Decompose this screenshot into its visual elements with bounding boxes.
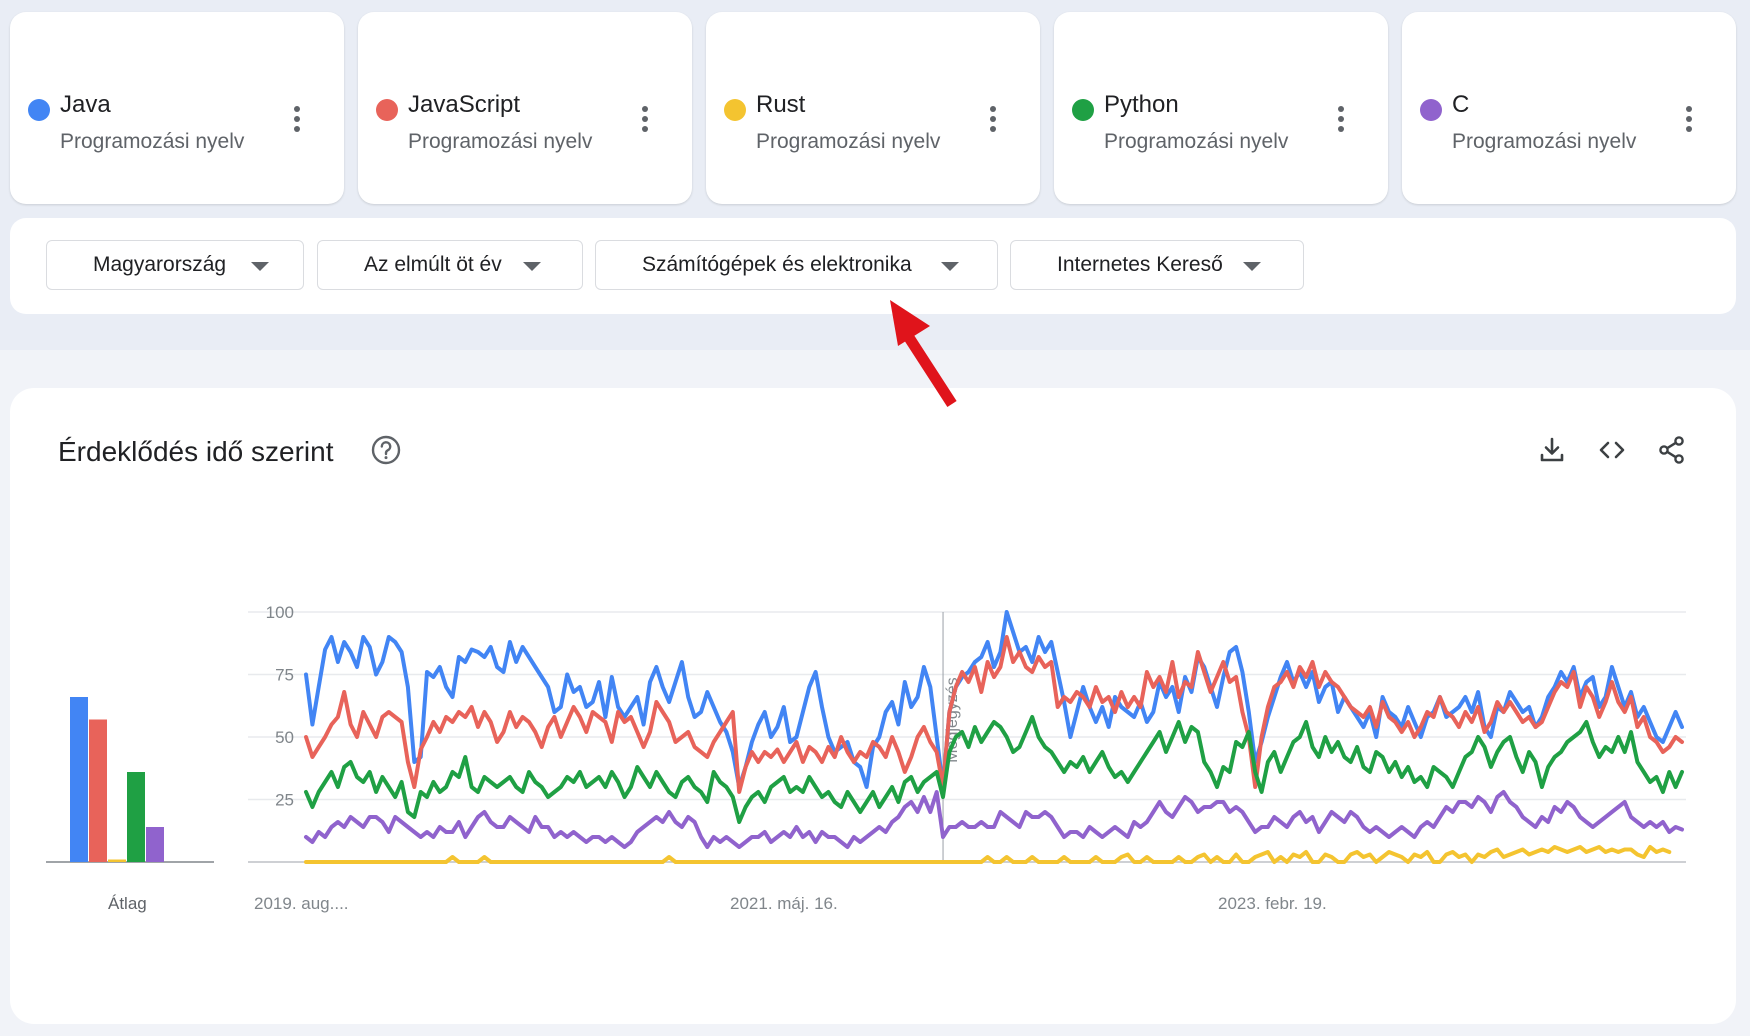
time-filter-dropdown[interactable]: Az elmúlt öt év bbox=[317, 240, 583, 290]
code-icon[interactable] bbox=[1596, 434, 1628, 466]
term-card-java[interactable]: Java Programozási nyelv bbox=[10, 12, 344, 204]
term-name: Rust bbox=[756, 91, 806, 118]
term-type: Programozási nyelv bbox=[756, 130, 941, 153]
series-color-dot bbox=[1072, 99, 1094, 121]
series-line-java bbox=[304, 610, 1684, 789]
series-line-rust bbox=[304, 845, 1672, 864]
average-bar-python bbox=[127, 772, 145, 862]
term-type: Programozási nyelv bbox=[60, 130, 245, 153]
chart-title: Érdeklődés idő szerint bbox=[58, 436, 334, 467]
y-tick-label: 100 bbox=[266, 603, 294, 622]
dropdown-arrow-icon bbox=[1243, 262, 1261, 271]
red-arrow-annotation bbox=[890, 300, 957, 407]
dropdown-arrow-icon bbox=[523, 262, 541, 271]
series-line-python bbox=[304, 715, 1684, 824]
region-filter-dropdown[interactable]: Magyarország bbox=[46, 240, 304, 290]
interest-over-time-card: Érdeklődés idő szerint 100 75 50 25 Megjegyz… bbox=[10, 388, 1736, 1024]
term-type: Programozási nyelv bbox=[1104, 130, 1289, 153]
more-vert-icon[interactable] bbox=[1684, 106, 1694, 136]
x-tick-label: 2021. máj. 16. bbox=[730, 894, 838, 913]
term-card-python[interactable]: Python Programozási nyelv bbox=[1054, 12, 1388, 204]
term-card-javascript[interactable]: JavaScript Programozási nyelv bbox=[358, 12, 692, 204]
category-filter-label: Számítógépek és elektronika bbox=[642, 253, 912, 276]
x-tick-label: 2023. febr. 19. bbox=[1218, 894, 1327, 913]
average-bar-javascript bbox=[89, 719, 107, 862]
property-filter-dropdown[interactable]: Internetes Kereső bbox=[1010, 240, 1304, 290]
share-icon[interactable] bbox=[1656, 434, 1688, 466]
series-color-dot bbox=[1420, 99, 1442, 121]
y-tick-label: 75 bbox=[275, 666, 294, 685]
y-tick-label: 50 bbox=[275, 728, 294, 747]
filter-bar: Magyarország Az elmúlt öt év Számítógépe… bbox=[10, 218, 1736, 314]
term-name: Python bbox=[1104, 91, 1179, 118]
help-circle-icon[interactable] bbox=[370, 434, 402, 466]
more-vert-icon[interactable] bbox=[640, 106, 650, 136]
series-color-dot bbox=[28, 99, 50, 121]
term-card-rust[interactable]: Rust Programozási nyelv bbox=[706, 12, 1040, 204]
series-line-c bbox=[304, 790, 1684, 849]
property-filter-label: Internetes Kereső bbox=[1057, 253, 1223, 276]
dropdown-arrow-icon bbox=[941, 262, 959, 271]
series-color-dot bbox=[724, 99, 746, 121]
term-type: Programozási nyelv bbox=[1452, 130, 1637, 153]
average-bar-java bbox=[70, 697, 88, 862]
average-label: Átlag bbox=[108, 894, 147, 913]
dropdown-arrow-icon bbox=[251, 262, 269, 271]
series-line-javascript bbox=[304, 635, 1684, 794]
x-tick-label: 2019. aug.... bbox=[254, 894, 349, 913]
term-card-c[interactable]: C Programozási nyelv bbox=[1402, 12, 1736, 204]
more-vert-icon[interactable] bbox=[292, 106, 302, 136]
time-filter-label: Az elmúlt öt év bbox=[364, 253, 502, 276]
region-filter-label: Magyarország bbox=[93, 253, 227, 276]
term-name: JavaScript bbox=[408, 91, 521, 118]
download-icon[interactable] bbox=[1536, 434, 1568, 466]
average-bar-c bbox=[146, 827, 164, 862]
term-type: Programozási nyelv bbox=[408, 130, 593, 153]
average-bar-rust bbox=[108, 859, 126, 862]
more-vert-icon[interactable] bbox=[988, 106, 998, 136]
series-color-dot bbox=[376, 99, 398, 121]
category-filter-dropdown[interactable]: Számítógépek és elektronika bbox=[595, 240, 998, 290]
term-name: C bbox=[1452, 91, 1470, 118]
more-vert-icon[interactable] bbox=[1336, 106, 1346, 136]
term-name: Java bbox=[60, 91, 111, 118]
y-tick-label: 25 bbox=[275, 791, 294, 810]
